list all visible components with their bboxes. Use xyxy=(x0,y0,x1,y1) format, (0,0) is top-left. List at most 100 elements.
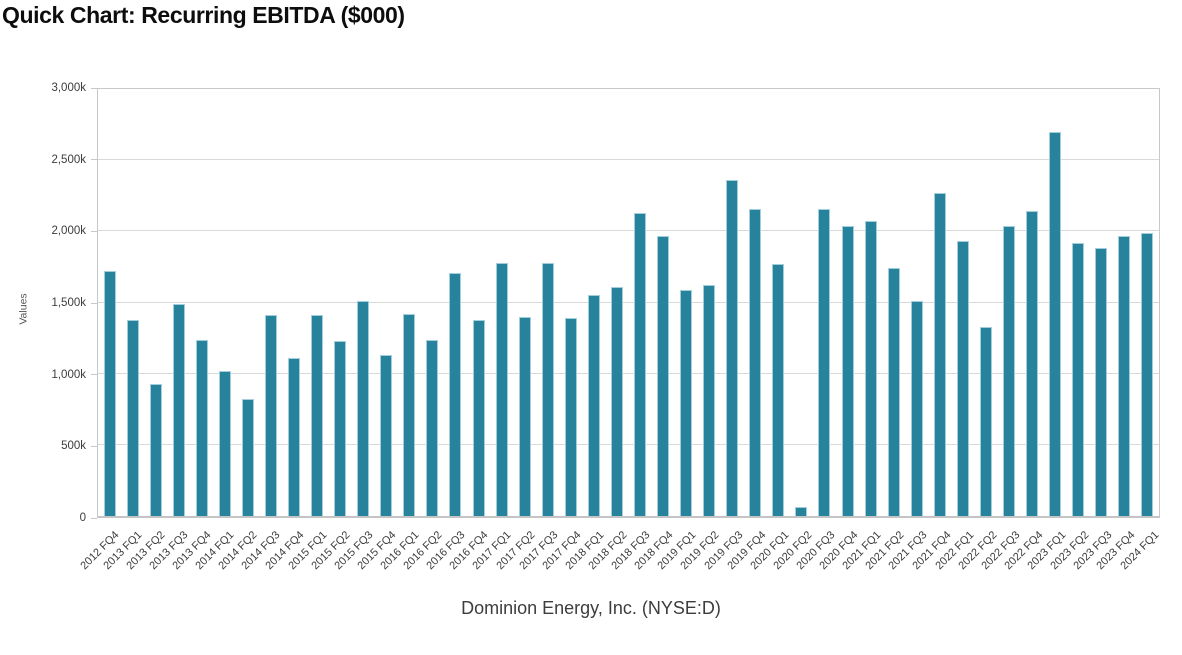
bar-slot xyxy=(1136,89,1159,516)
bar-2013-FQ3 xyxy=(172,303,185,516)
bar-2023-FQ4 xyxy=(1118,235,1131,516)
bar-2023-FQ1 xyxy=(1049,131,1062,516)
bar-2020-FQ2 xyxy=(795,507,808,516)
bar-2022-FQ2 xyxy=(979,326,992,516)
y-axis-tick-label: 3,000k xyxy=(51,82,86,94)
bar-2020-FQ1 xyxy=(772,264,785,516)
gridline xyxy=(98,443,1159,445)
bar-2015-FQ4 xyxy=(380,355,393,516)
bar-slot xyxy=(836,89,859,516)
bar-slot xyxy=(882,89,905,516)
bar-slot xyxy=(997,89,1020,516)
bar-2014-FQ2 xyxy=(241,399,254,516)
bar-2014-FQ4 xyxy=(288,358,301,516)
bar-slot xyxy=(859,89,882,516)
bar-slot xyxy=(306,89,329,516)
x-axis-labels: 2012 FQ4 2013 FQ1 2013 FQ2 2013 FQ3 2013 FQ4… xyxy=(78,519,1161,599)
bar-slot xyxy=(259,89,282,516)
bar-2021-FQ4 xyxy=(933,192,946,516)
bar-slot xyxy=(513,89,536,516)
bar-series xyxy=(98,89,1159,516)
bar-slot xyxy=(167,89,190,516)
bar-slot xyxy=(98,89,121,516)
bar-slot xyxy=(190,89,213,516)
bar-2013-FQ1 xyxy=(126,319,139,516)
bar-slot xyxy=(628,89,651,516)
bar-slot xyxy=(559,89,582,516)
bar-slot xyxy=(352,89,375,516)
y-axis-tick xyxy=(91,374,97,376)
bar-2015-FQ2 xyxy=(334,340,347,516)
bar-2022-FQ4 xyxy=(1026,211,1039,516)
bar-2013-FQ2 xyxy=(149,383,162,516)
bar-slot xyxy=(1113,89,1136,516)
gridline xyxy=(98,159,1159,161)
plot-area xyxy=(97,88,1160,518)
bar-slot xyxy=(121,89,144,516)
y-axis-tick-label: 2,500k xyxy=(51,153,86,166)
bar-slot xyxy=(744,89,767,516)
bar-slot xyxy=(767,89,790,516)
bar-2014-FQ3 xyxy=(264,315,277,516)
bar-slot xyxy=(467,89,490,516)
bar-2014-FQ1 xyxy=(218,370,231,516)
y-axis-tick xyxy=(91,445,97,447)
bar-slot xyxy=(675,89,698,516)
y-axis-tick xyxy=(91,87,97,89)
y-axis-tick-label: 0 xyxy=(79,512,86,524)
gridline xyxy=(98,372,1159,374)
bar-2020-FQ4 xyxy=(841,225,854,516)
bar-2023-FQ3 xyxy=(1095,248,1108,516)
bar-2018-FQ3 xyxy=(633,212,646,516)
bar-2018-FQ4 xyxy=(657,235,670,516)
bar-2016-FQ4 xyxy=(472,319,485,516)
bar-slot xyxy=(1044,89,1067,516)
bar-2013-FQ4 xyxy=(195,339,208,516)
bar-2017-FQ1 xyxy=(495,262,508,516)
bar-2015-FQ3 xyxy=(357,301,370,516)
bar-slot xyxy=(721,89,744,516)
page-title: Quick Chart: Recurring EBITDA ($000) xyxy=(2,2,405,28)
bar-2018-FQ2 xyxy=(610,286,623,516)
bar-2019-FQ3 xyxy=(726,180,739,516)
bar-slot xyxy=(928,89,951,516)
gridline xyxy=(98,301,1159,303)
y-axis-tick xyxy=(91,517,97,519)
y-axis-tick-label: 2,000k xyxy=(51,225,86,238)
bar-2024-FQ1 xyxy=(1141,232,1154,516)
bar-2017-FQ4 xyxy=(564,318,577,516)
y-axis-tick-label: 1,500k xyxy=(51,297,86,309)
bar-slot xyxy=(536,89,559,516)
bar-slot xyxy=(375,89,398,516)
bar-slot xyxy=(490,89,513,516)
y-axis-tick xyxy=(91,230,97,232)
bar-2016-FQ2 xyxy=(426,339,439,516)
bar-slot xyxy=(605,89,628,516)
bar-2021-FQ1 xyxy=(864,221,877,516)
bar-2019-FQ1 xyxy=(680,289,693,516)
bar-2012-FQ4 xyxy=(103,271,116,516)
bar-2019-FQ4 xyxy=(749,208,762,516)
bar-slot xyxy=(236,89,259,516)
bar-2015-FQ1 xyxy=(311,315,324,516)
bar-2021-FQ3 xyxy=(910,301,923,516)
bar-slot xyxy=(1021,89,1044,516)
bar-2019-FQ2 xyxy=(703,285,716,516)
bar-2016-FQ1 xyxy=(403,313,416,516)
bar-2023-FQ2 xyxy=(1072,242,1085,516)
bar-slot xyxy=(283,89,306,516)
y-axis-tick xyxy=(91,159,97,161)
bar-slot xyxy=(790,89,813,516)
y-axis-tick-label: 500k xyxy=(61,440,86,453)
bar-slot xyxy=(1090,89,1113,516)
chart-subtitle: Dominion Energy, Inc. (NYSE:D) xyxy=(461,598,721,618)
bar-2022-FQ3 xyxy=(1002,225,1015,516)
gridline xyxy=(98,230,1159,232)
bar-2016-FQ3 xyxy=(449,272,462,516)
bar-slot xyxy=(421,89,444,516)
bar-slot xyxy=(974,89,997,516)
y-axis-tick xyxy=(91,302,97,304)
bar-2018-FQ1 xyxy=(587,295,600,516)
bar-slot xyxy=(444,89,467,516)
